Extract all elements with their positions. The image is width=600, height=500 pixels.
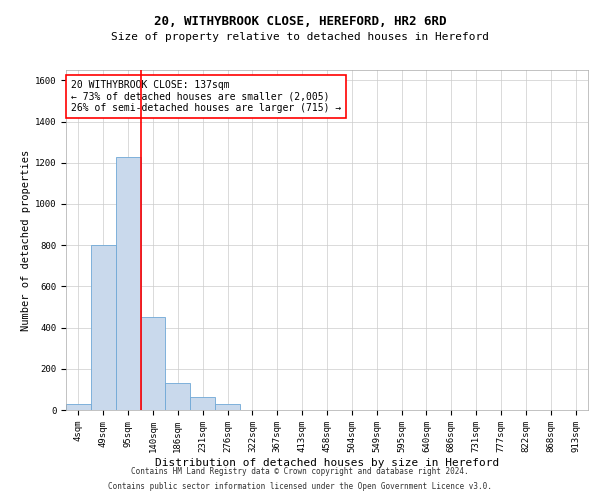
Bar xyxy=(215,404,240,410)
X-axis label: Distribution of detached houses by size in Hereford: Distribution of detached houses by size … xyxy=(155,458,499,468)
Y-axis label: Number of detached properties: Number of detached properties xyxy=(20,150,31,330)
Text: 20 WITHYBROOK CLOSE: 137sqm
← 73% of detached houses are smaller (2,005)
26% of : 20 WITHYBROOK CLOSE: 137sqm ← 73% of det… xyxy=(71,80,341,114)
Bar xyxy=(91,245,116,410)
Text: Size of property relative to detached houses in Hereford: Size of property relative to detached ho… xyxy=(111,32,489,42)
Bar xyxy=(140,318,166,410)
Text: Contains public sector information licensed under the Open Government Licence v3: Contains public sector information licen… xyxy=(108,482,492,491)
Text: Contains HM Land Registry data © Crown copyright and database right 2024.: Contains HM Land Registry data © Crown c… xyxy=(131,467,469,476)
Text: 20, WITHYBROOK CLOSE, HEREFORD, HR2 6RD: 20, WITHYBROOK CLOSE, HEREFORD, HR2 6RD xyxy=(154,15,446,28)
Bar xyxy=(166,383,190,410)
Bar xyxy=(66,404,91,410)
Bar xyxy=(190,396,215,410)
Bar xyxy=(116,156,140,410)
